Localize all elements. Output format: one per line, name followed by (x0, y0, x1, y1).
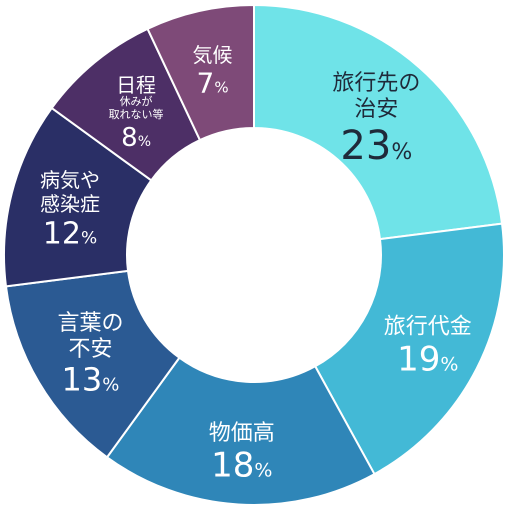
slice-name-0: 旅行先の (332, 71, 420, 96)
chart-labels: 旅行先の治安23%旅行代金19%物価高18%言葉の不安13%病気や感染症12%日… (40, 43, 472, 486)
slice-name-2: 物価高 (209, 421, 275, 446)
slice-value-0: 23% (340, 123, 412, 169)
slice-value-3: 13% (62, 361, 120, 399)
slice-name-3: 不安 (68, 337, 112, 362)
slice-value-4: 12% (43, 216, 97, 251)
slice-0 (253, 3, 504, 241)
slice-name-5: 日程 (116, 73, 156, 97)
slice-name-4: 感染症 (40, 192, 100, 216)
slice-name-3: 言葉の (57, 311, 123, 336)
slice-value-1: 19% (397, 339, 458, 379)
slice-value-2: 18% (211, 445, 272, 485)
slice-sublabel-5: 取れない等 (109, 107, 164, 121)
slice-name-1: 旅行代金 (384, 315, 472, 340)
slice-name-4: 病気や (40, 168, 100, 192)
slice-sublabel-5: 休みが (120, 94, 153, 108)
slice-value-5: 8% (121, 123, 151, 153)
slice-value-6: 7% (197, 66, 229, 99)
chart-slices (3, 3, 505, 506)
slice-label-6: 気候7% (193, 43, 233, 99)
slice-name-0: 治安 (354, 97, 398, 122)
donut-hole (127, 128, 381, 382)
slice-name-6: 気候 (193, 43, 233, 67)
